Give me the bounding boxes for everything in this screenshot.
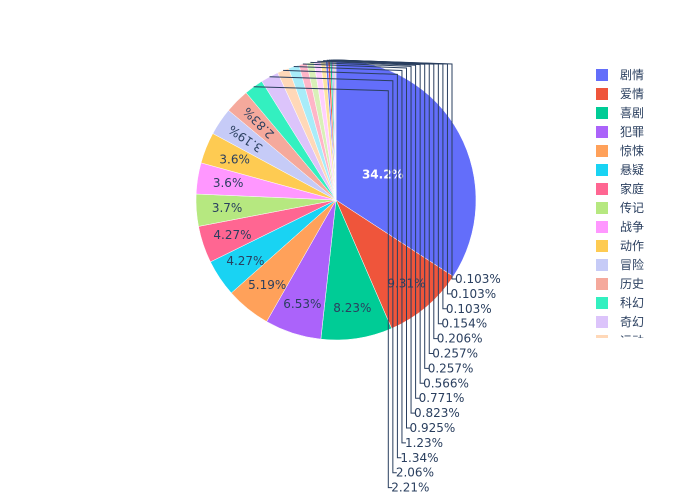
legend-swatch [596,278,608,290]
legend-swatch [596,221,608,233]
legend-label: 喜剧 [620,106,644,120]
pie-leader-labels: 0.103%0.103%0.103%0.154%0.206%0.257%0.25… [253,59,501,495]
slice-percent-label: 3.7% [212,201,243,215]
leader-percent-label: 0.206% [437,332,483,346]
slice-percent-label: 4.27% [226,254,264,268]
legend-item[interactable]: 科幻 [596,296,644,310]
legend-item[interactable]: 犯罪 [596,125,644,139]
legend-swatch [596,145,608,157]
legend-swatch [596,107,608,119]
slice-percent-label: 3.6% [213,176,244,190]
leader-line [317,60,420,399]
legend-label: 奇幻 [620,315,644,329]
leader-percent-label: 0.103% [455,272,501,286]
leader-percent-label: 0.154% [441,317,487,331]
legend-label: 战争 [620,220,644,234]
legend-item[interactable]: 战争 [596,220,644,234]
legend-swatch [596,316,608,328]
legend-item[interactable]: 运动 [596,334,644,348]
legend-label: 悬疑 [620,162,644,177]
leader-percent-label: 1.34% [400,451,438,465]
legend-item[interactable]: 冒险 [596,257,644,272]
legend-item[interactable]: 奇幻 [596,315,644,329]
legend-swatch [596,297,608,309]
leader-percent-label: 0.823% [414,406,460,420]
legend-item[interactable]: 传记 [596,200,644,215]
legend-label: 剧情 [620,68,644,82]
leader-percent-label: 1.23% [405,436,443,450]
legend-swatch [596,69,608,81]
legend-label: 惊悚 [620,143,644,158]
slice-percent-label: 3.6% [219,152,250,166]
legend-swatch [596,126,608,138]
leader-line [302,63,411,429]
leader-line [269,76,397,474]
leader-percent-label: 0.257% [428,361,474,375]
legend-label: 历史 [620,277,644,291]
legend-swatch [596,335,608,338]
legend-swatch [596,259,608,271]
legend-item[interactable]: 动作 [596,239,644,253]
legend-swatch [596,88,608,100]
leader-line [293,66,406,444]
legend-swatch [596,240,608,252]
legend-item[interactable]: 惊悚 [596,143,644,158]
leader-percent-label: 0.257% [432,347,478,361]
legend-label: 犯罪 [620,125,644,139]
legend-item[interactable]: 历史 [596,277,644,291]
leader-line [253,86,393,489]
slice-percent-label: 4.27% [213,228,251,242]
leader-line [310,61,416,414]
leader-percent-label: 0.566% [423,376,469,390]
legend-label: 科幻 [620,296,644,310]
leader-percent-label: 0.771% [419,391,465,405]
legend-label: 动作 [620,239,644,253]
legend-label: 运动 [620,334,644,348]
legend-label: 爱情 [620,87,644,101]
leader-percent-label: 2.06% [396,466,434,480]
legend-label: 冒险 [620,257,644,272]
legend-swatch [596,183,608,195]
legend-label: 传记 [620,200,644,215]
leader-percent-label: 2.21% [391,481,429,495]
legend-item[interactable]: 家庭 [596,181,644,196]
slice-percent-label: 6.53% [283,297,321,311]
leader-line [323,60,425,384]
leader-line [283,69,402,459]
legend-item[interactable]: 喜剧 [596,106,644,120]
leader-percent-label: 0.103% [450,287,496,301]
legend-swatch [596,164,608,176]
legend-item[interactable]: 悬疑 [596,162,644,177]
leader-percent-label: 0.925% [410,421,456,435]
legend-label: 家庭 [620,181,644,196]
legend-item[interactable]: 爱情 [596,87,644,101]
slice-percent-label: 5.19% [248,278,286,292]
legend-swatch [596,202,608,214]
pie-slices [195,59,477,341]
leader-percent-label: 0.103% [446,302,492,316]
slice-percent-label: 8.23% [333,301,371,315]
legend-item[interactable]: 剧情 [596,68,644,82]
